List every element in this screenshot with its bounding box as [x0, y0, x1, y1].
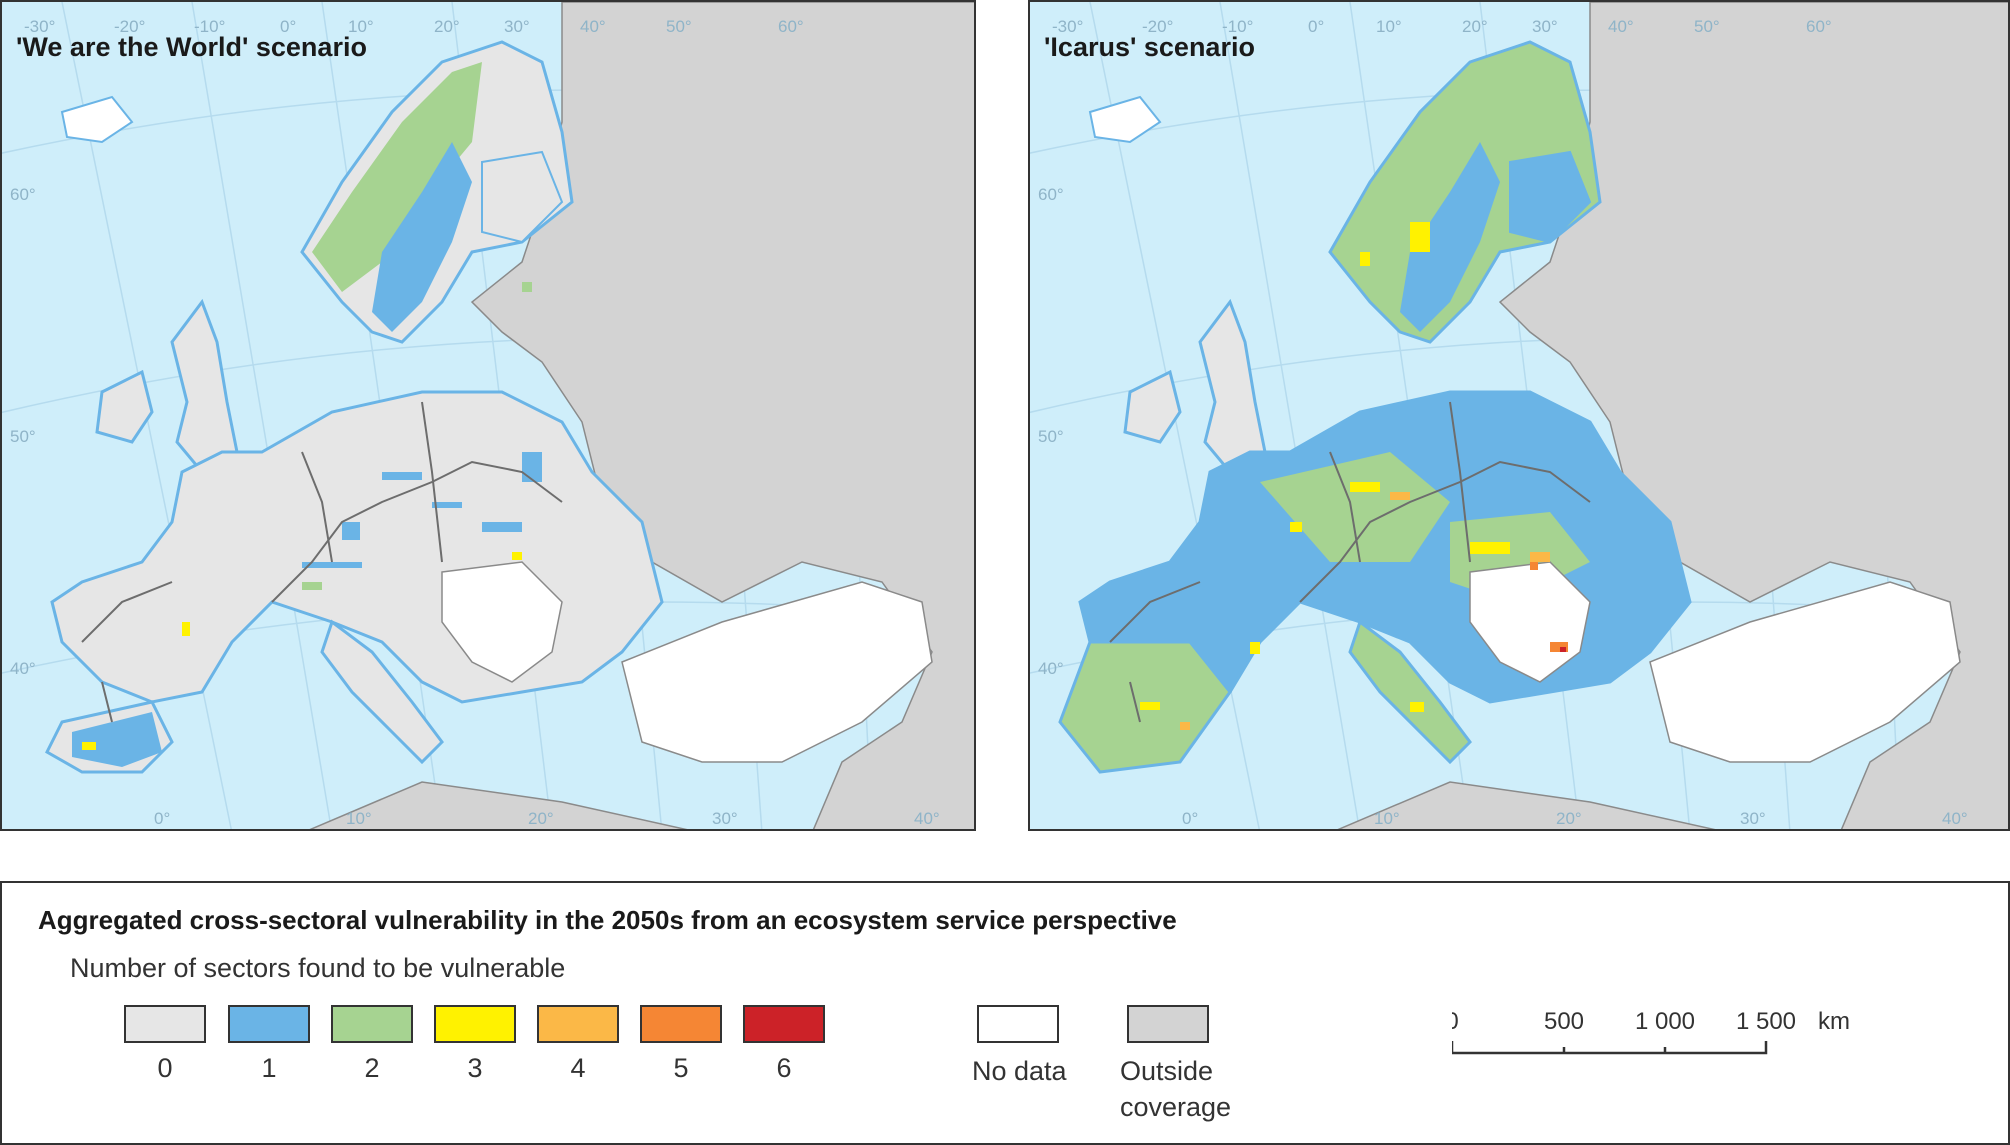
- british-isles: [1088, 95, 1267, 474]
- outside-line-1: Outside: [1120, 1056, 1214, 1086]
- scandinavia: [1328, 40, 1602, 344]
- svg-text:40°: 40°: [914, 809, 940, 828]
- svg-text:20°: 20°: [1462, 17, 1488, 36]
- map-panel-we-are-the-world: -30° -20° -10° 0° 10° 20° 30° 40° 50° 60…: [0, 0, 976, 831]
- legend-swatch-outside: [1127, 1005, 1209, 1043]
- legend-subtitle: Number of sectors found to be vulnerable: [70, 953, 566, 983]
- legend-label-no-data: No data: [972, 1056, 1067, 1086]
- country-borders: [81, 401, 563, 723]
- svg-text:30°: 30°: [1740, 809, 1766, 828]
- legend-swatch-4: [537, 1005, 619, 1043]
- svg-text:-20°: -20°: [114, 17, 145, 36]
- svg-text:40°: 40°: [1038, 659, 1064, 678]
- svg-text:-10°: -10°: [194, 17, 225, 36]
- svg-text:30°: 30°: [712, 809, 738, 828]
- svg-text:0°: 0°: [280, 17, 296, 36]
- legend-swatch-0: [124, 1005, 206, 1043]
- legend-label-3: 3: [467, 1053, 483, 1083]
- svg-text:20°: 20°: [434, 17, 460, 36]
- legend-label-6: 6: [776, 1053, 792, 1083]
- svg-text:10°: 10°: [1376, 17, 1402, 36]
- legend-label-4: 4: [570, 1053, 586, 1083]
- svg-text:-30°: -30°: [24, 17, 55, 36]
- svg-text:-20°: -20°: [1142, 17, 1173, 36]
- svg-text:30°: 30°: [1532, 17, 1558, 36]
- scale-bar: 0 500 1 000 1 500 km: [1452, 1008, 1850, 1055]
- graticule-labels: -30° -20° -10° 0° 10° 20° 30° 40° 50° 60…: [1038, 17, 1968, 828]
- scale-tick-label: 1 500: [1736, 1008, 1796, 1035]
- map-title: 'We are the World' scenario: [16, 32, 367, 62]
- legend-label-0: 0: [157, 1053, 173, 1083]
- outside-coverage-land: [1337, 2, 2008, 829]
- svg-text:20°: 20°: [528, 809, 554, 828]
- svg-text:0°: 0°: [154, 809, 170, 828]
- graticule-labels: -30° -20° -10° 0° 10° 20° 30° 40° 50° 60…: [10, 17, 940, 828]
- outside-line-2: coverage: [1120, 1092, 1232, 1122]
- scandinavia: [300, 40, 574, 344]
- legend-swatch-1: [228, 1005, 310, 1043]
- svg-text:50°: 50°: [10, 427, 36, 446]
- svg-text:60°: 60°: [778, 17, 804, 36]
- svg-text:40°: 40°: [10, 659, 36, 678]
- svg-text:-10°: -10°: [1222, 17, 1253, 36]
- svg-text:30°: 30°: [504, 17, 530, 36]
- svg-text:60°: 60°: [1806, 17, 1832, 36]
- country-borders: [1109, 401, 1591, 723]
- svg-text:50°: 50°: [1694, 17, 1720, 36]
- legend-label-1: 1: [261, 1053, 277, 1083]
- svg-text:60°: 60°: [10, 185, 36, 204]
- legend-swatch-3: [434, 1005, 516, 1043]
- svg-text:10°: 10°: [348, 17, 374, 36]
- svg-text:0°: 0°: [1182, 809, 1198, 828]
- svg-text:40°: 40°: [1608, 17, 1634, 36]
- svg-text:50°: 50°: [1038, 427, 1064, 446]
- outside-coverage-land: [309, 2, 974, 829]
- scale-unit: km: [1818, 1008, 1850, 1035]
- legend-title: Aggregated cross-sectoral vulnerability …: [38, 905, 1177, 935]
- british-isles: [60, 95, 239, 474]
- svg-text:50°: 50°: [666, 17, 692, 36]
- legend: Aggregated cross-sectoral vulnerability …: [0, 881, 2010, 1145]
- svg-text:0°: 0°: [1308, 17, 1324, 36]
- legend-label-5: 5: [673, 1053, 689, 1083]
- map-canvas: -30° -20° -10° 0° 10° 20° 30° 40° 50° 60…: [2, 2, 974, 829]
- legend-label-2: 2: [364, 1053, 380, 1083]
- svg-text:40°: 40°: [580, 17, 606, 36]
- svg-text:10°: 10°: [1374, 809, 1400, 828]
- scale-tick-label: 1 000: [1635, 1008, 1695, 1035]
- legend-swatch-5: [640, 1005, 722, 1043]
- svg-text:20°: 20°: [1556, 809, 1582, 828]
- map-title: 'Icarus' scenario: [1044, 32, 1255, 62]
- legend-swatch-no-data: [977, 1005, 1059, 1043]
- svg-text:40°: 40°: [1942, 809, 1968, 828]
- legend-swatch-6: [743, 1005, 825, 1043]
- legend-swatch-2: [331, 1005, 413, 1043]
- svg-text:-30°: -30°: [1052, 17, 1083, 36]
- map-canvas: -30° -20° -10° 0° 10° 20° 30° 40° 50° 60…: [1030, 2, 2008, 829]
- scale-tick-label: 0: [1452, 1008, 1459, 1035]
- svg-text:10°: 10°: [346, 809, 372, 828]
- map-panel-icarus: -30° -20° -10° 0° 10° 20° 30° 40° 50° 60…: [1028, 0, 2010, 831]
- legend-label-outside: Outside coverage: [1120, 1053, 1231, 1125]
- scale-tick-label: 500: [1544, 1008, 1584, 1035]
- svg-text:60°: 60°: [1038, 185, 1064, 204]
